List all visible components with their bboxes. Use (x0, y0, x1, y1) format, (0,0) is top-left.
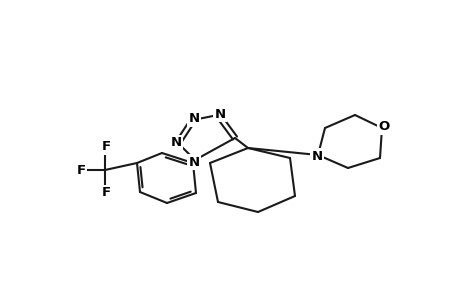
Text: N: N (214, 107, 225, 121)
Text: F: F (76, 164, 85, 178)
Text: N: N (188, 112, 199, 125)
Text: F: F (101, 187, 110, 200)
Text: N: N (188, 155, 199, 169)
Text: N: N (311, 149, 322, 163)
Text: O: O (378, 121, 389, 134)
Text: N: N (170, 136, 181, 149)
Text: F: F (101, 140, 110, 154)
